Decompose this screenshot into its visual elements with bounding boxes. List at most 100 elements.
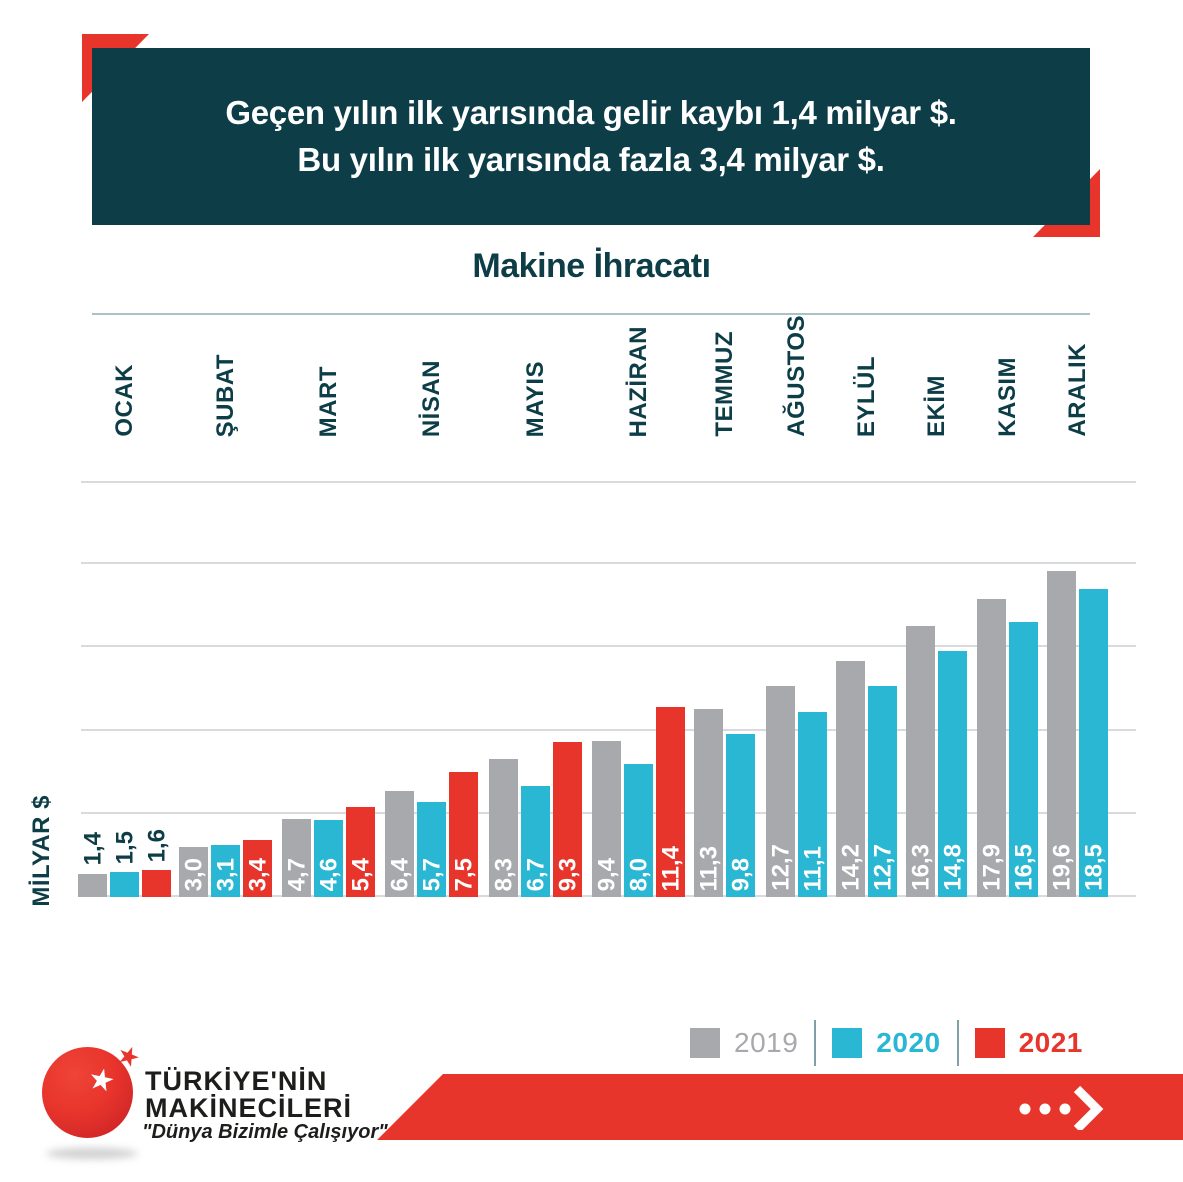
month-label-ARALIK: ARALIK xyxy=(1063,343,1091,437)
bar-value-label: 11,3 xyxy=(694,845,722,891)
bar-2019-EKİM: 16,3 xyxy=(906,625,935,897)
legend-swatch-2021 xyxy=(974,1028,1005,1058)
dots-chevron-right-icon[interactable] xyxy=(1017,1084,1109,1130)
bar-2020-TEMMUZ: 9,8 xyxy=(726,733,755,897)
bar-value-label: 18,5 xyxy=(1079,844,1107,891)
bar-value-label: 6,7 xyxy=(521,857,549,891)
month-label-MART: MART xyxy=(314,365,342,437)
gridline-25 xyxy=(81,481,1136,483)
legend-item-2020: 2020 xyxy=(832,1027,940,1059)
bar-value-label: 4,7 xyxy=(282,857,310,891)
legend-divider xyxy=(814,1020,817,1066)
bar-2019-ARALIK: 19,6 xyxy=(1047,570,1076,897)
month-label-HAZİRAN: HAZİRAN xyxy=(624,325,652,438)
logo-red-ball xyxy=(42,1047,133,1138)
legend-swatch-2019 xyxy=(690,1028,720,1058)
legend-label-2020: 2020 xyxy=(876,1027,941,1058)
chart-legend: 2019 2020 2021 xyxy=(690,1020,1083,1066)
bar-value-label: 3,4 xyxy=(243,857,271,891)
bar-2020-AĞUSTOS: 11,1 xyxy=(798,712,827,897)
bar-value-label: 3,0 xyxy=(179,857,207,891)
bar-value-label: 5,4 xyxy=(346,857,374,891)
legend-swatch-2020 xyxy=(832,1028,863,1058)
bar-2019-HAZİRAN: 9,4 xyxy=(592,740,621,897)
bar-value-label: 1,6 xyxy=(142,829,170,863)
bar-2019-KASIM: 17,9 xyxy=(977,599,1006,897)
legend-item-2021: 2021 xyxy=(974,1027,1083,1059)
title-separator-line xyxy=(92,313,1090,315)
bar-value-label: 9,3 xyxy=(553,857,581,891)
chart-title: Makine İhracatı xyxy=(472,247,711,285)
month-label-MAYIS: MAYIS xyxy=(521,360,549,437)
bar-2019-MAYIS: 8,3 xyxy=(489,758,518,897)
gridline-20 xyxy=(81,562,1136,565)
month-label-OCAK: OCAK xyxy=(110,364,138,437)
brand-slogan: "Dünya Bizimle Çalışıyor" xyxy=(142,1121,388,1143)
bar-value-label: 11,1 xyxy=(798,845,826,891)
header-line2: Bu yılın ilk yarısında fazla 3,4 milyar … xyxy=(297,140,885,178)
bar-2020-EKİM: 14,8 xyxy=(938,650,967,897)
bar-value-label: 11,4 xyxy=(656,845,684,891)
header-line1: Geçen yılın ilk yarısında gelir kaybı 1,… xyxy=(225,93,957,131)
bar-2019-MART: 4,7 xyxy=(282,818,311,897)
bar-value-label: 19,6 xyxy=(1047,844,1075,891)
bar-2019-OCAK: 1,4 xyxy=(78,832,107,897)
bar-2020-EYLÜL: 12,7 xyxy=(868,685,897,897)
footer-red-banner[interactable] xyxy=(377,1074,1183,1140)
bar-2021-NİSAN: 7,5 xyxy=(449,772,478,897)
bar-value-label: 1,5 xyxy=(110,830,138,865)
month-label-KASIM: KASIM xyxy=(993,357,1021,437)
bar-2020-OCAK: 1,5 xyxy=(110,831,139,897)
bar-value-label: 6,4 xyxy=(385,857,413,891)
legend-label-2021: 2021 xyxy=(1018,1027,1083,1058)
header-banner: Geçen yılın ilk yarısında gelir kaybı 1,… xyxy=(92,48,1090,225)
logo-shadow xyxy=(46,1148,138,1159)
bar-value-label: 16,5 xyxy=(1009,844,1037,891)
bar-2021-MART: 5,4 xyxy=(346,807,375,897)
bar-value-label: 8,3 xyxy=(489,857,517,891)
month-label-ŞUBAT: ŞUBAT xyxy=(211,353,239,437)
chart-plot: MİLYAR $ OCAK 1,4 1,5 1,6 ŞUBAT 3,0 3,1 3,4 MART… xyxy=(28,315,1136,907)
y-axis-label: MİLYAR $ xyxy=(28,795,55,907)
bar-2021-ŞUBAT: 3,4 xyxy=(243,840,272,897)
bar-2020-KASIM: 16,5 xyxy=(1009,622,1038,897)
month-label-TEMMUZ: TEMMUZ xyxy=(710,331,738,437)
gridline-10 xyxy=(81,728,1136,731)
bar-value-label: 5,7 xyxy=(417,857,445,891)
gridline-15 xyxy=(81,645,1136,648)
bar-2019-EYLÜL: 14,2 xyxy=(836,660,865,897)
bar-value-label: 14,2 xyxy=(836,844,864,891)
month-label-AĞUSTOS: AĞUSTOS xyxy=(782,315,810,437)
bar-2019-NİSAN: 6,4 xyxy=(385,790,414,897)
bar-2019-TEMMUZ: 11,3 xyxy=(694,708,723,897)
bar-value-label: 16,3 xyxy=(906,844,934,891)
bar-2019-AĞUSTOS: 12,7 xyxy=(766,685,795,897)
bar-2020-MAYIS: 6,7 xyxy=(521,785,550,897)
bar-value-label: 9,8 xyxy=(726,857,754,891)
month-label-EYLÜL: EYLÜL xyxy=(852,355,880,437)
bar-value-label: 17,9 xyxy=(977,844,1005,891)
star-icon-red: ★ xyxy=(112,1037,146,1075)
bar-2020-NİSAN: 5,7 xyxy=(417,802,446,897)
bar-value-label: 4,6 xyxy=(314,857,342,891)
bar-value-label: 8,0 xyxy=(624,857,652,891)
bar-value-label: 9,4 xyxy=(592,857,620,891)
brand-name-line2: MAKİNECİLERİ xyxy=(145,1093,352,1123)
bar-value-label: 14,8 xyxy=(938,844,966,891)
bar-2019-ŞUBAT: 3,0 xyxy=(179,847,208,897)
bar-value-label: 1,4 xyxy=(78,832,106,866)
bar-2020-ŞUBAT: 3,1 xyxy=(211,845,240,897)
bar-2020-ARALIK: 18,5 xyxy=(1079,589,1108,897)
bar-2020-HAZİRAN: 8,0 xyxy=(624,763,653,897)
bar-2020-MART: 4,6 xyxy=(314,820,343,897)
bar-value-label: 3,1 xyxy=(211,857,239,891)
month-label-EKİM: EKİM xyxy=(922,375,950,437)
bar-2021-MAYIS: 9,3 xyxy=(553,742,582,897)
bar-value-label: 12,7 xyxy=(766,844,794,891)
bar-value-label: 7,5 xyxy=(449,857,477,891)
legend-divider xyxy=(956,1020,959,1066)
bar-value-label: 12,7 xyxy=(868,844,896,891)
bar-2021-HAZİRAN: 11,4 xyxy=(656,707,685,897)
month-label-NİSAN: NİSAN xyxy=(417,359,445,437)
